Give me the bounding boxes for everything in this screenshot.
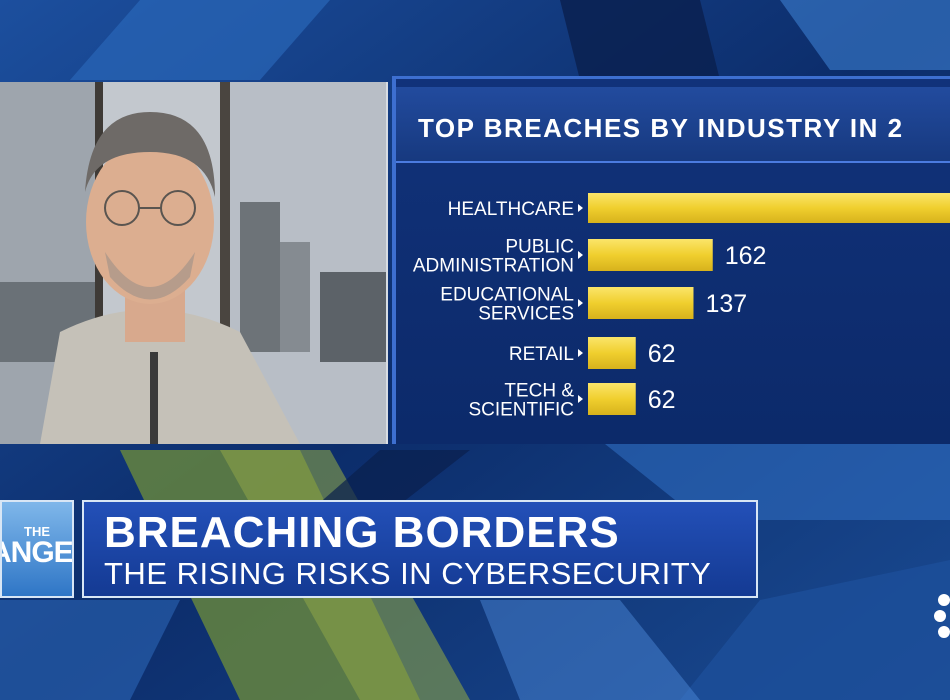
category-label: HEALTHCARE [448, 199, 574, 220]
guest-video-feed [0, 82, 388, 444]
show-logo-big-text: ANGE [2, 536, 73, 569]
bar [588, 383, 636, 415]
bar [588, 193, 950, 223]
chart-title-bar: TOP BREACHES BY INDUSTRY IN 2 [396, 87, 950, 163]
category-pointer [578, 204, 583, 212]
value-label: 62 [648, 386, 676, 414]
headline: BREACHING BORDERS [104, 508, 620, 557]
subheadline: THE RISING RISKS IN CYBERSECURITY [104, 556, 712, 591]
bar-chart: HEALTHCARE PUBLIC ADMINISTRATION 162 EDUCATI… [413, 193, 950, 421]
category-pointer [578, 395, 583, 403]
bar [588, 287, 694, 319]
category-label: TECH & SCIENTIFIC [468, 381, 574, 421]
network-logo-icon [934, 594, 950, 638]
category-pointer [578, 299, 583, 307]
value-label: 62 [648, 340, 676, 368]
bar [588, 337, 636, 369]
lower-third-banner: BREACHING BORDERS THE RISING RISKS IN CY… [82, 500, 758, 598]
category-label: RETAIL [509, 344, 574, 365]
category-label: PUBLIC ADMINISTRATION [413, 237, 574, 277]
show-logo-small-text: THE [24, 524, 50, 539]
show-logo: THE ANGE [0, 500, 74, 598]
category-label: EDUCATIONAL SERVICES [440, 285, 574, 325]
guest-person-image [0, 82, 386, 444]
chart-title: TOP BREACHES BY INDUSTRY IN 2 [418, 113, 904, 143]
value-label: 137 [705, 290, 747, 318]
category-pointer [578, 349, 583, 357]
value-label: 162 [725, 242, 767, 270]
bar [588, 239, 713, 271]
chart-panel: TOP BREACHES BY INDUSTRY IN 2 HEALTHCARE… [392, 76, 950, 444]
category-pointer [578, 251, 583, 259]
